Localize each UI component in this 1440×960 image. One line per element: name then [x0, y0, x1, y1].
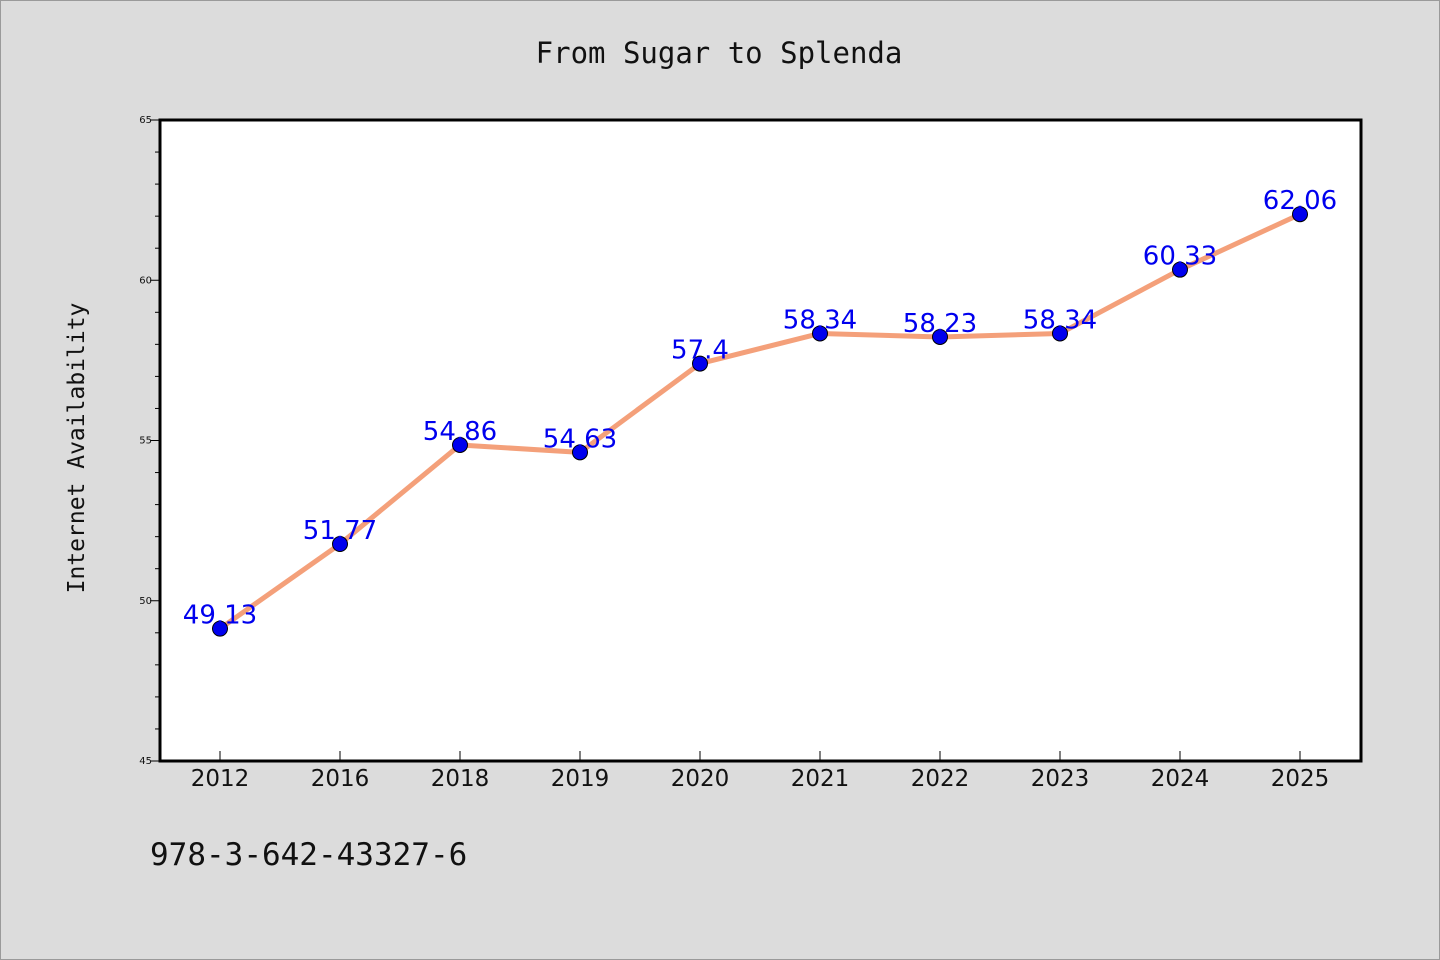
- x-tick-label: 2021: [791, 766, 850, 792]
- y-axis-label: Internet Availability: [64, 303, 90, 594]
- data-label: 60.33: [1143, 242, 1217, 272]
- series-line: [218, 211, 1302, 631]
- x-tick-label: 2024: [1151, 766, 1210, 792]
- x-tick-label: 2016: [311, 766, 370, 792]
- x-tick-label: 2022: [911, 766, 970, 792]
- y-tick-label: 60: [139, 275, 152, 286]
- data-point: [572, 444, 588, 461]
- data-label: 58.23: [903, 309, 977, 339]
- data-label: 62.06: [1263, 186, 1337, 216]
- data-label: 57.4: [671, 336, 729, 366]
- data-point: [212, 620, 228, 637]
- data-point: [1292, 206, 1308, 223]
- x-tick-label: 2023: [1031, 766, 1090, 792]
- series-layer: 49.13 51.77 54.86 54.63 57.4 58.34 58.23 58.34 6…: [183, 186, 1337, 637]
- chart-title: From Sugar to Splenda: [536, 36, 903, 70]
- data-point: [932, 328, 948, 345]
- x-tick-label: 2018: [431, 766, 490, 792]
- y-axis-ticks: 45 50 55 60 65: [139, 115, 160, 767]
- data-label: 54.86: [423, 417, 497, 447]
- y-tick-label: 55: [139, 436, 152, 447]
- data-label: 54.63: [543, 424, 617, 454]
- x-tick-label: 2019: [551, 766, 610, 792]
- data-point: [332, 536, 348, 553]
- data-label: 58.34: [783, 305, 857, 335]
- x-tick-label: 2020: [671, 766, 730, 792]
- x-axis-ticks: 2012 2016 2018 2019 2020 2021 2022 2023 2024 2025: [191, 751, 1330, 792]
- plot-area: [158, 118, 1363, 763]
- data-point: [1052, 325, 1068, 342]
- data-point: [452, 436, 468, 453]
- data-label: 49.13: [183, 601, 257, 631]
- isbn-footer-text: 978-3-642-43327-6: [150, 837, 467, 873]
- data-point: [1172, 261, 1188, 278]
- data-point: [812, 325, 828, 342]
- data-label: 51.77: [303, 516, 377, 546]
- x-tick-label: 2025: [1271, 766, 1330, 792]
- x-tick-label: 2012: [191, 766, 250, 792]
- y-tick-label: 50: [139, 596, 152, 607]
- data-point: [692, 355, 708, 372]
- y-tick-label: 65: [139, 115, 152, 126]
- y-tick-label: 45: [139, 756, 152, 767]
- data-label: 58.34: [1023, 305, 1097, 335]
